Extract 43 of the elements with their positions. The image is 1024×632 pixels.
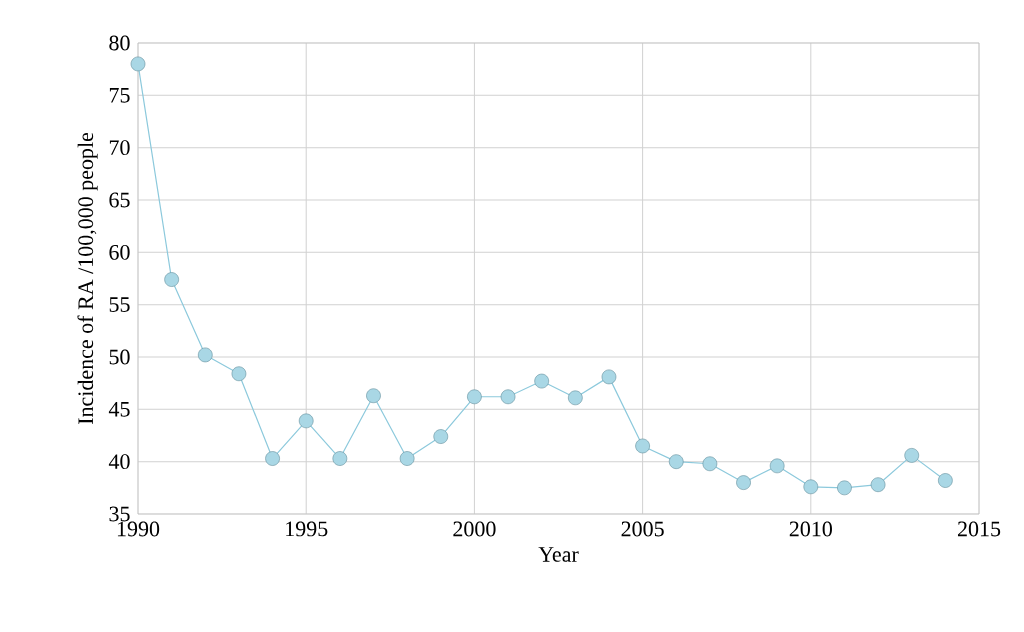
y-tick-label: 70	[109, 140, 130, 156]
point	[837, 480, 852, 496]
x-tick-label: 2010	[789, 521, 832, 537]
y-axis-title: Incidence of RA /100,000 people	[77, 132, 98, 425]
point	[164, 272, 179, 287]
point	[265, 451, 280, 466]
y-tick-label: 75	[109, 88, 130, 103]
point	[366, 388, 381, 404]
point	[938, 473, 953, 488]
x-tick-label: 2015	[957, 521, 1001, 537]
x-axis-title: Year	[538, 547, 579, 562]
point	[736, 475, 751, 490]
x-tick-label: 1990	[117, 521, 160, 537]
point	[231, 366, 247, 382]
y-tick-label: 55	[109, 297, 130, 312]
point	[668, 454, 684, 469]
point	[500, 389, 516, 405]
y-tick-label: 50	[109, 349, 130, 365]
point	[568, 390, 583, 406]
point	[904, 448, 920, 463]
point	[769, 458, 785, 474]
y-tick-label: 40	[108, 454, 130, 470]
point	[332, 451, 348, 466]
x-tick-label: 1995	[286, 521, 328, 537]
point	[467, 389, 482, 405]
y-tick-label: 35	[109, 506, 130, 522]
y-tick-label: 65	[109, 192, 130, 208]
y-tick-label: 80	[109, 35, 130, 51]
point	[433, 429, 449, 444]
point	[870, 477, 886, 492]
point	[197, 347, 213, 363]
x-tick-label: 2000	[453, 521, 496, 537]
point	[803, 479, 819, 495]
point	[130, 56, 146, 72]
point	[601, 369, 617, 385]
y-tick-label: 45	[108, 401, 130, 417]
point	[635, 438, 650, 454]
point	[399, 451, 415, 466]
x-tick-label: 2005	[621, 521, 664, 537]
point	[702, 456, 718, 472]
y-tick-label: 60	[109, 244, 130, 260]
point	[298, 413, 314, 429]
point	[534, 373, 549, 389]
